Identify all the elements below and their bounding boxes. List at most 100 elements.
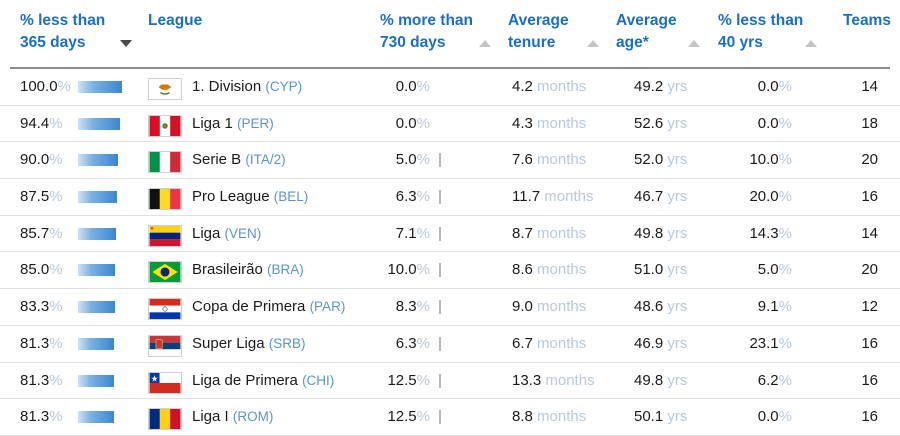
- pct-more-730-value: 6.3%: [396, 326, 430, 362]
- league-code: (ITA/2): [245, 152, 286, 168]
- header-line1: Average: [508, 12, 569, 29]
- league-name-link[interactable]: Liga: [192, 224, 221, 242]
- value: 20.0: [749, 188, 779, 206]
- unit: %: [778, 261, 792, 279]
- unit: %: [57, 78, 71, 95]
- unit: %: [49, 224, 63, 242]
- value: 94.4: [20, 114, 50, 132]
- header-line2: 365 days: [20, 34, 86, 51]
- value: 51.0: [634, 261, 664, 279]
- age-value: 49.8 yrs: [634, 363, 687, 399]
- unit: months: [544, 188, 594, 206]
- header-line2: Teams: [843, 12, 891, 29]
- sort-asc-icon[interactable]: [587, 40, 599, 47]
- league-name-link[interactable]: Liga de Primera: [192, 371, 298, 389]
- header-teams[interactable]: Teams: [843, 10, 891, 32]
- unit: %: [49, 334, 63, 352]
- unit: %: [416, 188, 430, 206]
- cyprus-flag: [148, 78, 182, 100]
- pct-less-365-bar: [78, 117, 120, 130]
- age-value: 50.1 yrs: [634, 399, 687, 435]
- league-name-link[interactable]: Super Liga: [192, 334, 265, 352]
- unit: %: [778, 114, 792, 132]
- header-pct-less-40[interactable]: % less than 40 yrs: [718, 10, 803, 54]
- pct-less-40-value: 20.0%: [749, 179, 792, 215]
- pct-less-365-value: 100.0%: [20, 69, 71, 105]
- chile-flag: [148, 371, 182, 394]
- sort-asc-icon[interactable]: [805, 40, 817, 47]
- league-code: (ROM): [232, 409, 274, 425]
- unit: yrs: [667, 261, 688, 279]
- value: 4.2: [512, 78, 533, 95]
- value: 11.7: [512, 188, 541, 206]
- romania-flag: [148, 408, 182, 431]
- header-line2: 40 yrs: [718, 34, 763, 51]
- pct-more-730-bar: [439, 336, 441, 351]
- unit: %: [416, 334, 430, 352]
- table-row: 85.7% Liga (VEN) 7.1% 8.7 months 49.8 yrs 14.…: [0, 216, 900, 253]
- unit: %: [416, 151, 430, 169]
- value: 48.6: [634, 298, 664, 316]
- unit: %: [49, 371, 63, 389]
- league-name-link[interactable]: 1. Division: [192, 78, 262, 95]
- value: 50.1: [634, 408, 664, 426]
- unit: %: [416, 114, 430, 132]
- sort-desc-icon[interactable]: [120, 40, 132, 47]
- value: 0.0: [395, 114, 417, 132]
- pct-less-365-value: 87.5%: [20, 179, 63, 215]
- brazil-flag: [148, 261, 182, 284]
- league-cell: Liga 1 (PER): [192, 106, 274, 142]
- tenure-value: 6.7 months: [512, 326, 586, 362]
- league-name-link[interactable]: Liga 1: [192, 114, 233, 132]
- league-name-link[interactable]: Serie B: [192, 151, 242, 169]
- pct-less-365-bar: [78, 264, 115, 277]
- value: 6.2: [757, 371, 779, 389]
- unit: months: [537, 224, 587, 242]
- table-row: 100.0% 1. Division (CYP) 0.0% 4.2 months 49.…: [0, 69, 900, 106]
- teams-value: 20: [861, 151, 878, 169]
- table-row: 94.4% Liga 1 (PER) 0.0% 4.3 months 52.6 yrs 0…: [0, 106, 900, 143]
- league-cell: Copa de Primera (PAR): [192, 289, 345, 325]
- header-tenure[interactable]: Average tenure: [508, 10, 569, 54]
- table-body: 100.0% 1. Division (CYP) 0.0% 4.2 months 49.…: [0, 69, 900, 436]
- league-name-link[interactable]: Liga I: [192, 408, 229, 426]
- unit: months: [537, 408, 587, 426]
- pct-less-365-value: 83.3%: [20, 289, 63, 325]
- unit: %: [778, 298, 792, 316]
- age-value: 46.7 yrs: [634, 179, 687, 215]
- unit: %: [416, 224, 430, 242]
- header-age[interactable]: Average age*: [616, 10, 677, 54]
- teams-value: 16: [861, 408, 878, 426]
- league-name-link[interactable]: Copa de Primera: [192, 298, 306, 316]
- pct-less-40-value: 0.0%: [758, 106, 792, 142]
- league-name-link[interactable]: Pro League: [192, 188, 270, 206]
- pct-less-365-bar: [78, 374, 114, 387]
- unit: %: [778, 334, 792, 352]
- table-header: % less than 365 days League % more than …: [0, 0, 900, 69]
- header-pct-less-365[interactable]: % less than 365 days: [20, 10, 105, 54]
- header-league[interactable]: League: [148, 10, 202, 32]
- league-name-link[interactable]: Brasileirão: [192, 261, 263, 279]
- value: 83.3: [20, 298, 50, 316]
- header-pct-more-730[interactable]: % more than 730 days: [380, 10, 473, 54]
- tenure-value: 9.0 months: [512, 289, 586, 325]
- value: 6.3: [395, 188, 417, 206]
- value: 7.6: [512, 151, 533, 169]
- serbia-flag: [148, 334, 182, 357]
- unit: yrs: [667, 371, 688, 389]
- sort-asc-icon[interactable]: [479, 40, 491, 47]
- league-cell: Super Liga (SRB): [192, 326, 305, 362]
- value: 90.0: [20, 151, 50, 169]
- value: 46.7: [634, 188, 664, 206]
- age-value: 49.2 yrs: [634, 69, 687, 105]
- value: 14.3: [749, 224, 779, 242]
- pct-less-365-value: 81.3%: [20, 326, 63, 362]
- league-code: (VEN): [224, 225, 262, 241]
- value: 7.1: [395, 224, 417, 242]
- value: 8.8: [512, 408, 533, 426]
- value: 49.2: [634, 78, 664, 95]
- sort-asc-icon[interactable]: [688, 40, 700, 47]
- unit: %: [778, 371, 792, 389]
- pct-more-730-value: 5.0%: [396, 142, 430, 178]
- unit: %: [778, 151, 792, 169]
